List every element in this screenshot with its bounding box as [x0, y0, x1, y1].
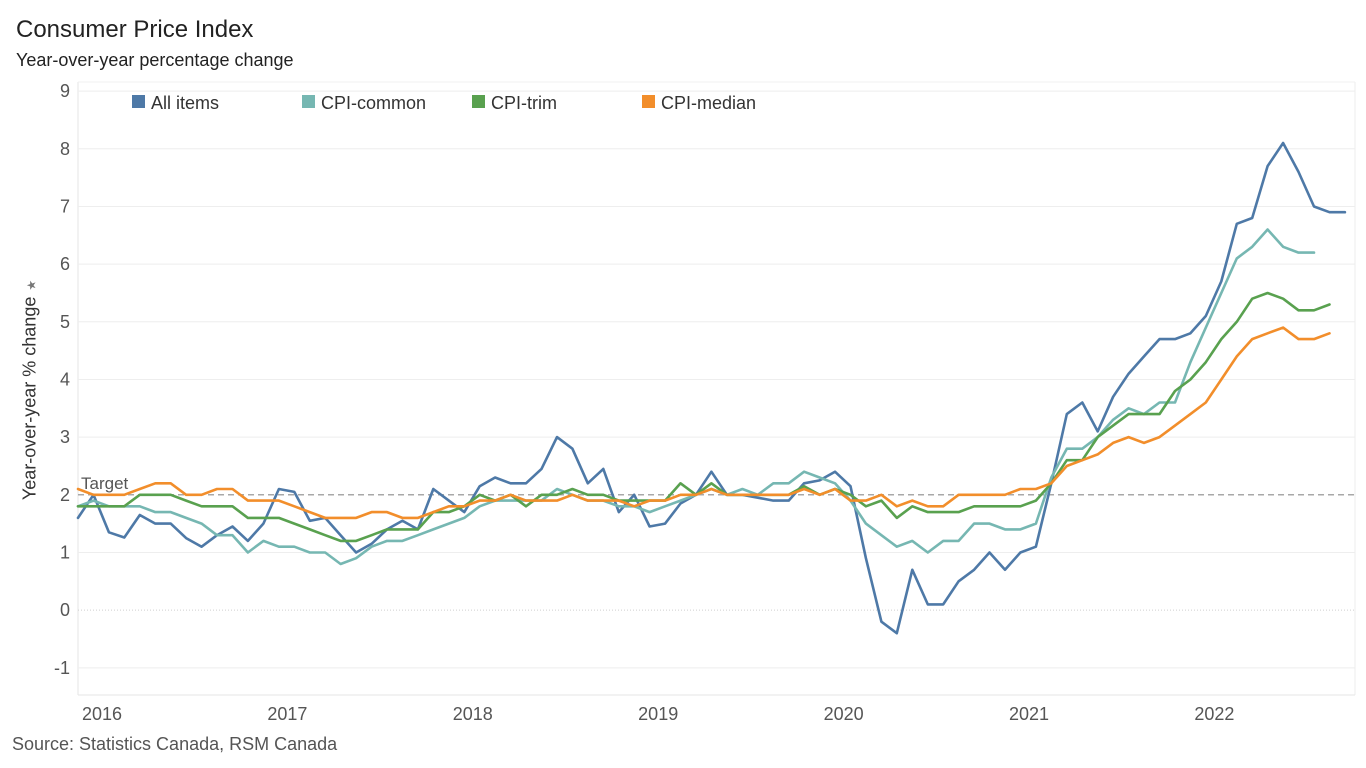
legend-swatch-cpi-median [642, 95, 655, 108]
series-line-cpi-trim [76, 291, 1331, 543]
source-note: Source: Statistics Canada, RSM Canada [12, 734, 338, 754]
x-tick-label: 2018 [453, 704, 493, 724]
y-tick-label: 7 [60, 196, 70, 216]
y-tick-label: 8 [60, 139, 70, 159]
y-tick-label: 3 [60, 427, 70, 447]
x-tick-label: 2016 [82, 704, 122, 724]
legend: All items CPI-common CPI-trim CPI-median [132, 93, 756, 113]
chart-subtitle: Year-over-year percentage change [16, 50, 294, 70]
y-tick-label: 5 [60, 312, 70, 332]
x-tick-label: 2017 [267, 704, 307, 724]
y-tick-label: 0 [60, 600, 70, 620]
x-tick-label: 2019 [638, 704, 678, 724]
y-tick-label: -1 [54, 658, 70, 678]
legend-swatch-cpi-common [302, 95, 315, 108]
target-layer: Target [78, 474, 1355, 496]
y-tick-label: 1 [60, 542, 70, 562]
chart-title: Consumer Price Index [16, 16, 254, 43]
legend-label-all-items: All items [151, 93, 219, 113]
legend-label-cpi-median: CPI-median [661, 93, 756, 113]
target-label: Target [81, 474, 129, 493]
legend-swatch-cpi-trim [472, 95, 485, 108]
series-line-cpi-common [76, 228, 1316, 566]
series-layer [76, 141, 1347, 635]
y-tick-label: 2 [60, 485, 70, 505]
y-tick-label: 9 [60, 81, 70, 101]
series-line-all-items [76, 141, 1347, 635]
x-tick-label: 2022 [1194, 704, 1234, 724]
legend-label-cpi-common: CPI-common [321, 93, 426, 113]
x-tick-label: 2021 [1009, 704, 1049, 724]
legend-swatch-all-items [132, 95, 145, 108]
legend-label-cpi-trim: CPI-trim [491, 93, 557, 113]
x-tick-label: 2020 [824, 704, 864, 724]
axis-layer: -1 0 1 2 3 4 5 6 7 8 9 2016 2017 2018 2019 2020 2021 2022 [54, 81, 1234, 724]
series-line-cpi-median [76, 326, 1331, 520]
y-tick-label: 4 [60, 369, 70, 389]
y-tick-label: 6 [60, 254, 70, 274]
grid-layer [77, 81, 1356, 696]
